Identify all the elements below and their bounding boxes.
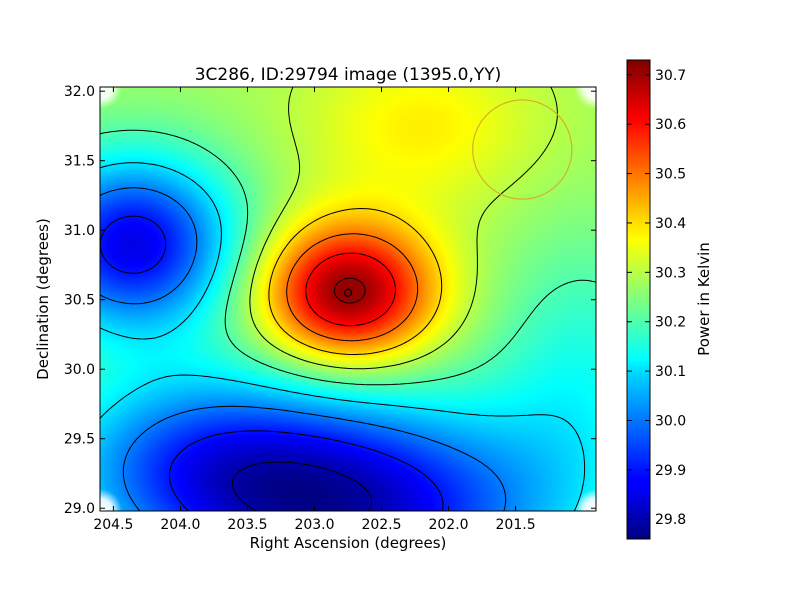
- colorbar-label: Power in Kelvin: [695, 242, 713, 356]
- colorbar-tick-label: 30.6: [655, 117, 686, 133]
- contour-line: [286, 233, 419, 342]
- colorbar-tick-label: 30.5: [655, 167, 686, 183]
- y-tick-label: 31.0: [64, 223, 95, 239]
- x-tick-label: 204.5: [93, 517, 133, 533]
- colorbar-tick-label: 30.2: [655, 315, 686, 331]
- y-tick-label: 30.5: [64, 293, 95, 309]
- colorbar-tick-label: 29.8: [655, 512, 686, 528]
- y-tick-label: 29.5: [64, 432, 95, 448]
- plot-area: 204.5 204.0 203.5 203.0 202.5 202.0 201.5 29.0…: [64, 84, 597, 533]
- contour-line: [305, 252, 396, 327]
- colorbar-tick-label: 30.3: [655, 265, 686, 281]
- x-tick-label: 202.5: [361, 517, 401, 533]
- colorbar-tick-label: 30.1: [655, 364, 686, 380]
- x-tick-label: 203.5: [227, 517, 267, 533]
- y-axis-label: Declination (degrees): [34, 218, 52, 380]
- y-axis-ticks: 29.0 29.5 30.0 30.5 31.0 31.5 32.0: [64, 84, 596, 517]
- contour-lines: [100, 87, 596, 511]
- contour-line: [100, 162, 586, 511]
- contour-line: [100, 129, 596, 386]
- contour-line: [231, 461, 373, 511]
- colorbar-ticks: 29.8 29.9 30.0 30.1 30.2 30.3 30.4 30.5 30.6 30.7: [627, 68, 686, 528]
- contour-line: [100, 187, 507, 511]
- contour-line: [249, 87, 558, 370]
- colorbar-tick-label: 29.9: [655, 463, 686, 479]
- heatmap-image: [100, 87, 596, 511]
- beam-circle: [472, 99, 573, 200]
- y-tick-label: 32.0: [64, 84, 95, 100]
- x-tick-label: 201.5: [496, 517, 536, 533]
- colorbar-tick-label: 30.7: [655, 68, 686, 84]
- colorbar-gradient: [626, 59, 651, 540]
- colorbar-tick-label: 30.4: [655, 216, 686, 232]
- colorbar: 29.8 29.9 30.0 30.1 30.2 30.3 30.4 30.5 30.6 30.7…: [626, 59, 713, 540]
- x-tick-label: 202.0: [428, 517, 468, 533]
- colorbar-tick-label: 30.0: [655, 413, 686, 429]
- y-tick-label: 30.0: [64, 362, 95, 378]
- x-axis-label: Right Ascension (degrees): [250, 534, 447, 552]
- contour-line: [268, 208, 443, 355]
- chart-title: 3C286, ID:29794 image (1395.0,YY): [195, 65, 502, 85]
- x-tick-label: 204.0: [160, 517, 200, 533]
- contour-line: [100, 215, 444, 511]
- y-tick-label: 31.5: [64, 154, 95, 170]
- contour-line: [333, 277, 366, 304]
- x-axis-ticks: 204.5 204.0 203.5 203.0 202.5 202.0 201.5: [93, 87, 536, 533]
- x-tick-label: 203.0: [294, 517, 334, 533]
- plot-frame: [99, 86, 597, 512]
- source-marker: [343, 288, 353, 297]
- y-tick-label: 29.0: [64, 501, 95, 517]
